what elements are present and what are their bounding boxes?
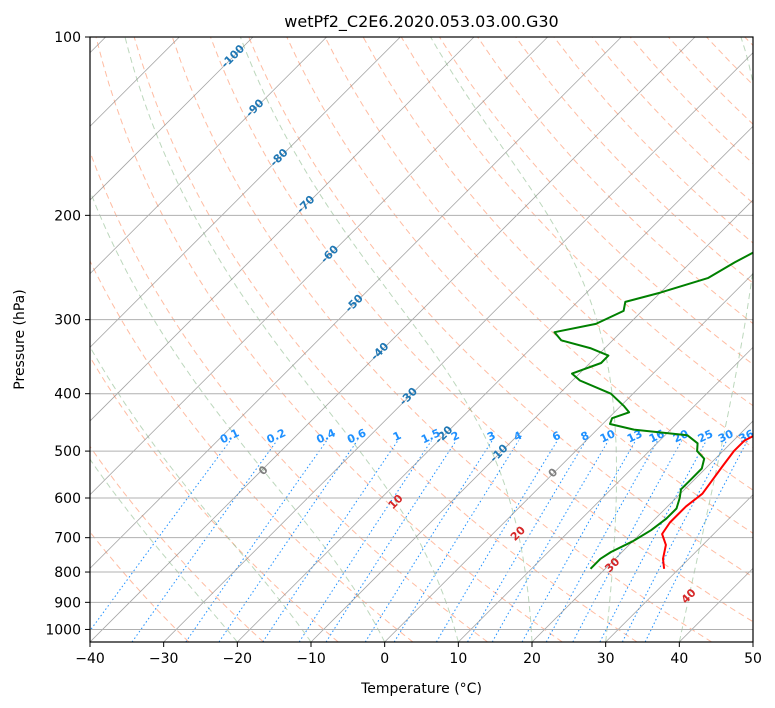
moist-adiabat <box>90 189 386 642</box>
x-tick-label: −10 <box>296 651 326 667</box>
y-tick-label: 100 <box>54 30 81 46</box>
x-axis: −40 −30 −20 −10 0 10 20 30 40 50 <box>75 642 762 667</box>
temperature-line <box>661 434 753 569</box>
isotherm-line <box>90 37 696 642</box>
isotherm-line <box>90 37 548 496</box>
mixing-ratio-label: 25 <box>696 427 715 445</box>
moist-adiabat <box>678 37 753 642</box>
x-tick-label: −20 <box>223 651 253 667</box>
moist-adiabat <box>430 37 617 642</box>
dry-adiabat <box>210 37 753 623</box>
y-tick-label: 1000 <box>45 622 81 638</box>
background-lines <box>90 37 753 642</box>
isotherm-line <box>90 37 327 275</box>
plot-frame <box>89 36 754 643</box>
x-tick-label: 20 <box>523 651 541 667</box>
dry-adiabat <box>248 37 753 578</box>
y-tick-label: 500 <box>54 444 81 460</box>
y-tick-label: 400 <box>54 387 81 403</box>
x-tick-label: 0 <box>380 651 389 667</box>
mixing-ratio-line <box>521 440 637 642</box>
y-tick-label: 200 <box>54 208 81 224</box>
mixing-ratio-line <box>131 440 278 642</box>
y-tick-label: 700 <box>54 531 81 547</box>
isotherm-line <box>605 494 753 642</box>
dry-adiabat <box>90 356 339 642</box>
mixing-ratio-line <box>364 440 493 642</box>
mixing-ratio-line <box>572 440 683 642</box>
mixing-ratio-label: 13 <box>625 427 644 445</box>
dry-adiabat <box>90 259 414 642</box>
isotherm-line <box>90 37 475 422</box>
x-tick-label: 10 <box>449 651 467 667</box>
isotherm-line <box>237 125 753 642</box>
series-layer <box>553 251 753 570</box>
mixing-ratio-label: 10 <box>598 427 618 445</box>
isotherm-line <box>163 52 753 642</box>
isotherm-line <box>384 273 753 642</box>
mixing-ratio-line <box>467 440 587 642</box>
mixing-ratio-line <box>491 440 609 642</box>
chart-title: wetPf2_C2E6.2020.053.03.00.G30 <box>284 12 558 32</box>
x-tick-label: 40 <box>670 651 688 667</box>
y-tick-label: 800 <box>54 565 81 581</box>
moist-adiabat <box>239 37 533 642</box>
mixing-ratio-line <box>262 440 399 642</box>
isotherm-line <box>90 37 622 569</box>
x-tick-label: −30 <box>149 651 179 667</box>
dewpoint-line <box>553 251 753 570</box>
isotherm-line <box>310 199 753 642</box>
mixing-ratio-label: 30 <box>716 427 736 445</box>
dry-adiabat <box>133 37 638 642</box>
isotherm-line <box>90 37 401 348</box>
dry-adiabat <box>324 37 753 491</box>
isotherm-line <box>458 346 753 642</box>
mixing-ratio-label: 36 <box>737 427 757 445</box>
dry-adiabat <box>95 37 563 642</box>
x-axis-title: Temperature (°C) <box>360 681 482 697</box>
y-axis-title: Pressure (hPa) <box>12 289 28 389</box>
y-tick-label: 300 <box>54 313 81 329</box>
isotherm-line <box>90 37 254 201</box>
mixing-ratio-line <box>644 440 748 642</box>
x-tick-label: 50 <box>744 651 762 667</box>
mixing-ratio-line <box>325 440 457 642</box>
mixing-ratio-line <box>298 440 432 642</box>
dry-adiabat <box>515 37 753 284</box>
y-tick-label: 600 <box>54 491 81 507</box>
y-tick-label: 900 <box>54 595 81 611</box>
dry-adiabat <box>90 445 264 642</box>
mixing-ratio-line <box>545 440 659 642</box>
mixing-ratio-line <box>90 440 231 632</box>
moist-adiabat <box>124 37 459 642</box>
x-tick-label: −40 <box>75 651 105 667</box>
moist-adiabat <box>90 458 238 642</box>
y-axis: 100 200 300 400 500 600 700 800 900 1000 <box>45 30 90 638</box>
dry-adiabat <box>171 37 712 642</box>
x-tick-label: 30 <box>597 651 615 667</box>
mixing-ratio-label: 20 <box>671 427 691 445</box>
mixing-ratio-line <box>185 440 328 642</box>
dry-adiabat <box>286 37 753 534</box>
mixing-ratio-line <box>435 440 558 642</box>
